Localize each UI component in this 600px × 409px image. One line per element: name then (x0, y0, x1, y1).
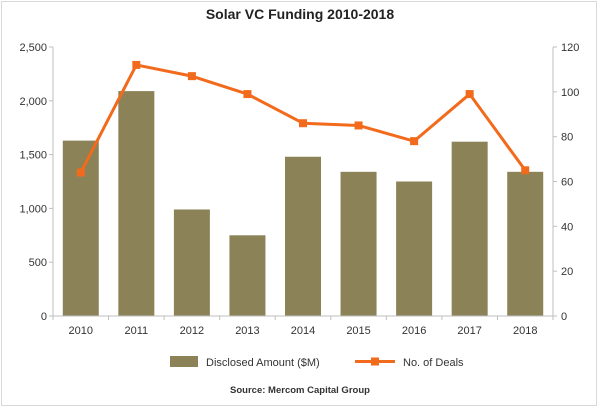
y-left-tick-label: 2,000 (19, 96, 47, 108)
axes: 0 500 1,000 1,500 2,000 2,500 0 20 40 60 80 100 120 2… (19, 42, 579, 337)
x-tick-label: 2011 (125, 325, 149, 337)
chart-title: Solar VC Funding 2010-2018 (205, 6, 395, 22)
legend-bar-swatch (170, 356, 198, 367)
legend-bar-label: Disclosed Amount ($M) (206, 357, 320, 369)
line-series (76, 60, 530, 177)
bar-2016 (396, 181, 433, 316)
bar-2017 (451, 141, 488, 316)
legend-line-label: No. of Deals (403, 357, 464, 369)
bar-2014 (285, 156, 321, 316)
x-tick-label: 2018 (513, 325, 537, 337)
bar-2010 (62, 140, 99, 316)
x-tick-label: 2017 (457, 325, 481, 337)
deals-point-2010 (76, 168, 85, 177)
y-right-tick-label: 80 (561, 132, 573, 144)
bar-series (62, 91, 544, 316)
deals-point-2017 (465, 90, 474, 99)
bar-2015 (340, 171, 377, 316)
x-tick-label: 2012 (180, 325, 204, 337)
deals-point-2018 (521, 166, 530, 175)
x-tick-label: 2010 (69, 325, 93, 337)
bar-2018 (507, 171, 544, 316)
y-right-tick-label: 60 (561, 177, 573, 189)
y-right-tick-label: 40 (561, 221, 573, 233)
y-left-tick-label: 500 (29, 257, 47, 269)
y-left-tick-label: 0 (41, 311, 47, 323)
deals-point-2016 (410, 137, 419, 146)
y-right-tick-label: 20 (561, 266, 573, 278)
y-right-tick-label: 120 (561, 42, 579, 54)
deals-point-2012 (187, 72, 196, 81)
y-right-tick-label: 0 (561, 311, 567, 323)
deals-point-2014 (299, 119, 307, 128)
y-left-tick-label: 1,500 (19, 150, 47, 162)
bar-2011 (118, 91, 155, 316)
bar-2013 (229, 235, 266, 316)
chart-source: Source: Mercom Capital Group (230, 385, 370, 396)
x-tick-label: 2013 (235, 325, 259, 337)
y-left-tick-label: 2,500 (19, 42, 47, 54)
x-tick-label: 2015 (346, 325, 370, 337)
y-left-tick-label: 1,000 (19, 203, 47, 215)
legend: Disclosed Amount ($M) No. of Deals (170, 356, 464, 369)
deals-point-2013 (243, 90, 252, 99)
bar-2012 (173, 209, 210, 316)
x-tick-label: 2014 (291, 325, 315, 337)
deals-point-2011 (132, 60, 141, 69)
y-right-tick-label: 100 (561, 87, 579, 99)
legend-line-marker (371, 357, 379, 366)
x-tick-label: 2016 (402, 325, 426, 337)
deals-point-2015 (354, 121, 363, 130)
